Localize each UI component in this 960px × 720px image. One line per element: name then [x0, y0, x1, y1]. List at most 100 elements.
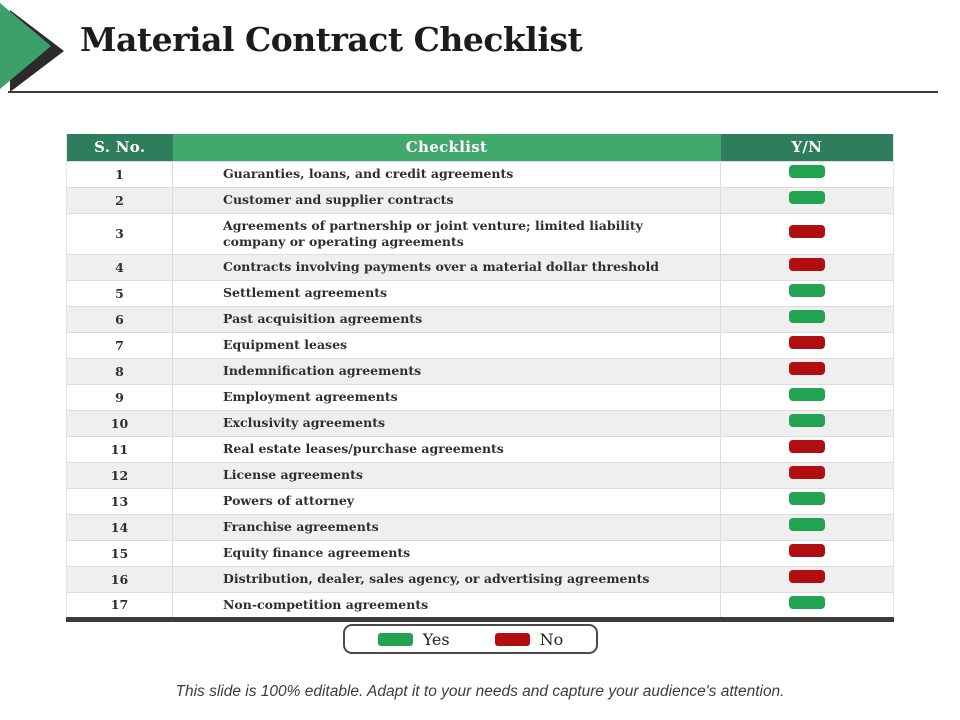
row-status-cell — [720, 591, 894, 619]
row-number: 7 — [66, 331, 173, 358]
row-number: 14 — [66, 513, 173, 540]
row-number: 9 — [66, 383, 173, 410]
row-status-cell — [720, 539, 894, 566]
row-number: 3 — [66, 212, 173, 254]
table-row: 7 Equipment leases — [66, 331, 894, 358]
yes-pill — [789, 518, 825, 531]
row-status-cell — [720, 305, 894, 332]
no-pill — [789, 466, 825, 479]
checklist-table: S. No. Checklist Y/N 1 Guaranties, loans… — [66, 134, 894, 622]
row-checklist-text: Non-competition agreements — [172, 591, 721, 619]
title-arrow-icon — [0, 0, 70, 100]
table-row: 3 Agreements of partnership or joint ven… — [66, 212, 894, 254]
row-number: 13 — [66, 487, 173, 514]
row-status-cell — [720, 435, 894, 462]
row-number: 4 — [66, 253, 173, 280]
yes-pill — [789, 284, 825, 297]
table-row: 1 Guaranties, loans, and credit agreemen… — [66, 160, 894, 187]
title-divider — [8, 91, 938, 93]
checklist-table-body: 1 Guaranties, loans, and credit agreemen… — [66, 160, 894, 619]
table-row: 10 Exclusivity agreements — [66, 409, 894, 436]
row-status-cell — [720, 253, 894, 280]
row-status-cell — [720, 357, 894, 384]
yes-label: Yes — [422, 629, 450, 649]
table-row: 14 Franchise agreements — [66, 513, 894, 540]
row-status-cell — [720, 513, 894, 540]
footer-note: This slide is 100% editable. Adapt it to… — [175, 683, 785, 700]
yes-pill — [789, 414, 825, 427]
row-checklist-text: Employment agreements — [172, 383, 721, 410]
row-checklist-text: Contracts involving payments over a mate… — [172, 253, 721, 280]
row-number: 15 — [66, 539, 173, 566]
row-checklist-text: Past acquisition agreements — [172, 305, 721, 332]
no-pill — [789, 544, 825, 557]
no-pill — [789, 224, 825, 238]
row-checklist-text: Powers of attorney — [172, 487, 721, 514]
row-checklist-text: Distribution, dealer, sales agency, or a… — [172, 565, 721, 592]
legend: Yes No — [343, 624, 598, 654]
row-checklist-text: Real estate leases/purchase agreements — [172, 435, 721, 462]
row-number: 17 — [66, 591, 173, 619]
table-row: 9 Employment agreements — [66, 383, 894, 410]
row-checklist-text: Settlement agreements — [172, 279, 721, 306]
row-number: 5 — [66, 279, 173, 306]
row-status-cell — [720, 383, 894, 410]
table-row: 13 Powers of attorney — [66, 487, 894, 514]
row-checklist-text: License agreements — [172, 461, 721, 488]
yes-swatch — [377, 632, 413, 646]
row-status-cell — [720, 487, 894, 514]
page-title: Material Contract Checklist — [80, 20, 583, 59]
row-status-cell — [720, 160, 894, 187]
row-status-cell — [720, 279, 894, 306]
table-row: 11 Real estate leases/purchase agreement… — [66, 435, 894, 462]
row-number: 12 — [66, 461, 173, 488]
row-checklist-text: Agreements of partnership or joint ventu… — [172, 212, 721, 254]
no-pill — [789, 258, 825, 271]
table-row: 15 Equity finance agreements — [66, 539, 894, 566]
yes-pill — [789, 191, 825, 204]
row-status-cell — [720, 409, 894, 436]
no-label: No — [539, 629, 564, 649]
no-pill — [789, 336, 825, 349]
row-number: 8 — [66, 357, 173, 384]
yes-pill — [789, 165, 825, 178]
row-checklist-text: Franchise agreements — [172, 513, 721, 540]
row-status-cell — [720, 565, 894, 592]
table-header-row: S. No. Checklist Y/N — [66, 134, 894, 161]
no-pill — [789, 362, 825, 375]
row-status-cell — [720, 186, 894, 213]
yes-pill — [789, 388, 825, 401]
row-checklist-text: Exclusivity agreements — [172, 409, 721, 436]
no-swatch — [494, 632, 530, 646]
row-checklist-text: Indemnification agreements — [172, 357, 721, 384]
row-status-cell — [720, 331, 894, 358]
yes-pill — [789, 310, 825, 323]
table-row: 12 License agreements — [66, 461, 894, 488]
table-row: 8 Indemnification agreements — [66, 357, 894, 384]
no-pill — [789, 440, 825, 453]
row-checklist-text: Customer and supplier contracts — [172, 186, 721, 213]
table-row: 16 Distribution, dealer, sales agency, o… — [66, 565, 894, 592]
row-status-cell — [720, 461, 894, 488]
row-number: 10 — [66, 409, 173, 436]
yes-pill — [789, 492, 825, 505]
no-pill — [789, 570, 825, 583]
row-number: 6 — [66, 305, 173, 332]
table-row: 5 Settlement agreements — [66, 279, 894, 306]
table-row: 17 Non-competition agreements — [66, 591, 894, 619]
row-checklist-text: Equipment leases — [172, 331, 721, 358]
header-sno: S. No. — [66, 134, 173, 161]
table-row: 6 Past acquisition agreements — [66, 305, 894, 332]
row-checklist-text: Guaranties, loans, and credit agreements — [172, 160, 721, 187]
row-checklist-text: Equity finance agreements — [172, 539, 721, 566]
row-number: 16 — [66, 565, 173, 592]
row-status-cell — [720, 212, 894, 254]
row-number: 11 — [66, 435, 173, 462]
header-yn: Y/N — [720, 134, 894, 161]
row-number: 2 — [66, 186, 173, 213]
table-row: 4 Contracts involving payments over a ma… — [66, 253, 894, 280]
yes-pill — [789, 595, 825, 609]
row-number: 1 — [66, 160, 173, 187]
table-row: 2 Customer and supplier contracts — [66, 186, 894, 213]
